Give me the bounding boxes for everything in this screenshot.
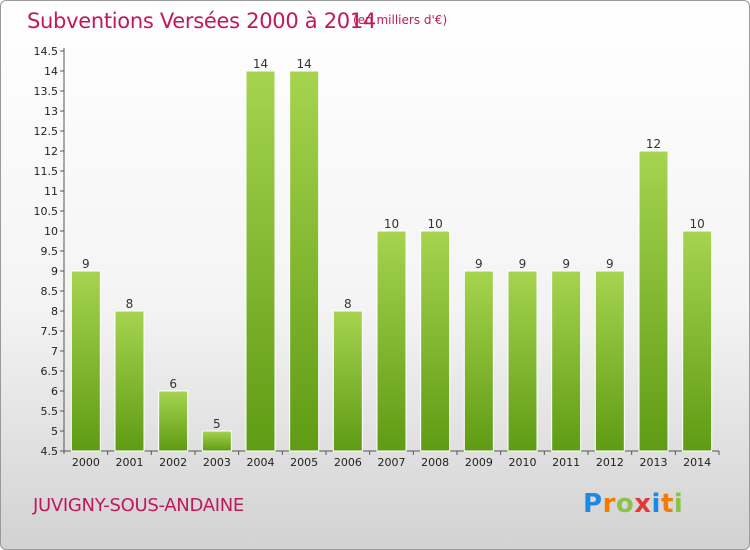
value-label: 9 (82, 257, 90, 271)
y-tick-label: 4.5 (41, 445, 59, 458)
value-label: 8 (126, 297, 134, 311)
y-tick-label: 8 (51, 305, 58, 318)
chart-title: Subventions Versées 2000 à 2014 (27, 9, 376, 33)
y-tick-label: 6 (51, 385, 58, 398)
bar-2013 (638, 150, 669, 452)
x-tick-label: 2006 (334, 456, 362, 469)
y-tick-label: 12.5 (34, 125, 59, 138)
bar-2004 (245, 70, 276, 452)
y-tick-label: 5 (51, 425, 58, 438)
unit-note: (en milliers d'€) (353, 13, 448, 27)
x-tick-label: 2011 (552, 456, 580, 469)
value-label: 9 (519, 257, 527, 271)
x-tick-label: 2001 (116, 456, 144, 469)
bar-2012 (594, 270, 625, 452)
bar-2000 (70, 270, 101, 452)
x-tick-label: 2003 (203, 456, 231, 469)
bar-2007 (376, 230, 407, 452)
y-tick-label: 10.5 (34, 205, 59, 218)
logo-letter: r (602, 489, 616, 519)
y-tick-label: 12 (44, 145, 58, 158)
bar-2006 (332, 310, 363, 452)
y-tick-label: 7 (51, 345, 58, 358)
y-tick-label: 13.5 (34, 85, 59, 98)
bar-2002 (158, 390, 189, 452)
y-tick-label: 8.5 (41, 285, 59, 298)
value-label: 9 (562, 257, 570, 271)
logo-letter: t (660, 489, 674, 519)
value-label: 12 (646, 137, 661, 151)
town-name: JUVIGNY-SOUS-ANDAINE (33, 495, 244, 516)
value-label: 9 (475, 257, 483, 271)
y-tick-label: 7.5 (41, 325, 59, 338)
x-tick-label: 2002 (159, 456, 187, 469)
logo-letter: i (651, 489, 661, 519)
bars: 9 8 6 5 14 14 8 10 10 9 9 9 9 12 10 (70, 57, 713, 452)
y-tick-label: 11 (44, 185, 58, 198)
value-label: 10 (384, 217, 399, 231)
y-tick-label: 10 (44, 225, 58, 238)
value-label: 14 (297, 57, 312, 71)
value-label: 8 (344, 297, 352, 311)
bar-2008 (420, 230, 451, 452)
x-tick-label: 2005 (290, 456, 318, 469)
logo-letter: P (583, 489, 603, 519)
bar-2014 (682, 230, 713, 452)
y-tick-label: 9.5 (41, 245, 59, 258)
value-label: 5 (213, 417, 221, 431)
value-label: 10 (690, 217, 705, 231)
y-tick-label: 11.5 (34, 165, 59, 178)
y-tick-label: 14 (44, 65, 58, 78)
value-label: 10 (428, 217, 443, 231)
y-tick-label: 9 (51, 265, 58, 278)
x-tick-label: 2004 (247, 456, 275, 469)
x-tick-label: 2007 (378, 456, 406, 469)
x-tick-label: 2000 (72, 456, 100, 469)
y-tick-label: 6.5 (41, 365, 59, 378)
logo-letter: x (634, 489, 652, 519)
value-label: 9 (606, 257, 614, 271)
bar-2011 (551, 270, 582, 452)
bar-2009 (463, 270, 494, 452)
logo-letter: o (615, 489, 635, 519)
x-tick-label: 2010 (509, 456, 537, 469)
bar-2010 (507, 270, 538, 452)
x-tick-label: 2013 (640, 456, 668, 469)
bar-2001 (114, 310, 145, 452)
x-axis: 2000 2001 2002 2003 2004 2005 2006 2007 2008 2009… (64, 450, 720, 469)
y-tick-label: 13 (44, 105, 58, 118)
y-tick-label: 5.5 (41, 405, 59, 418)
proxiti-logo[interactable]: Proxiti (583, 489, 683, 519)
value-label: 14 (253, 57, 268, 71)
y-axis: 4.5 5 5.5 6 6.5 7 7.5 8 8.5 9 9.5 10 10.5 11 11.5 12 12.… (34, 45, 65, 458)
logo-letter: i (673, 489, 684, 519)
value-label: 6 (169, 377, 177, 391)
x-tick-label: 2008 (421, 456, 449, 469)
x-tick-label: 2012 (596, 456, 624, 469)
x-tick-label: 2014 (683, 456, 711, 469)
bar-2003 (201, 430, 232, 452)
bar-2005 (289, 70, 320, 452)
x-tick-label: 2009 (465, 456, 493, 469)
y-tick-label: 14.5 (34, 45, 59, 58)
